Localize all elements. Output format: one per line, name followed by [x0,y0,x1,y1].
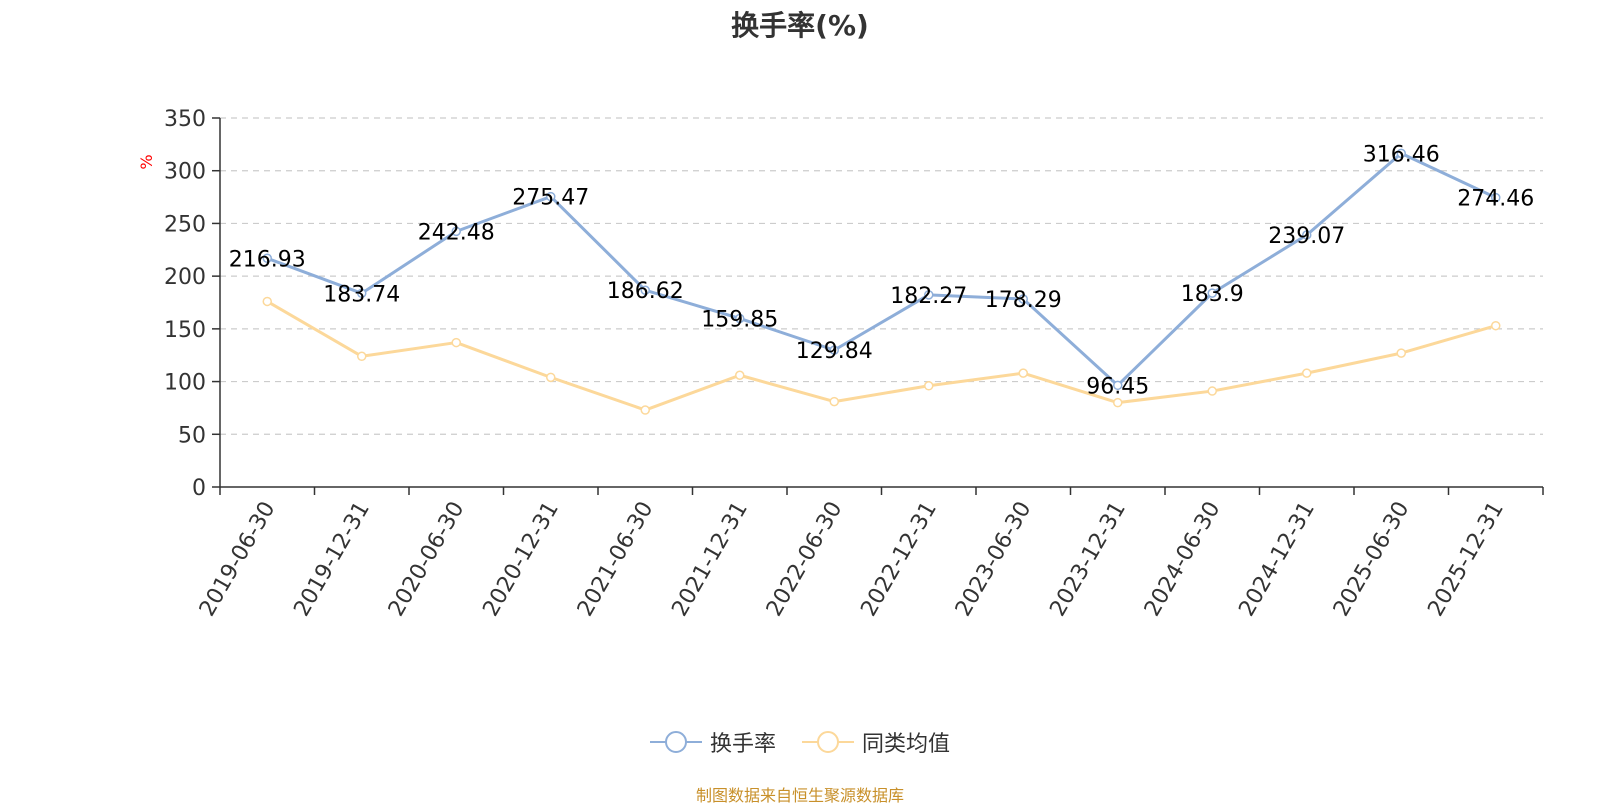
data-point [829,345,839,355]
y-tick-label: 250 [164,212,206,237]
data-label: 275.47 [512,186,589,211]
data-point [640,405,650,415]
data-label: 183.74 [323,282,400,307]
data-label: 239.07 [1268,224,1345,249]
source-note: 制图数据来自恒生聚源数据库 [695,786,904,805]
data-point [1396,348,1406,358]
data-point [640,285,650,295]
x-tick-label: 2019-12-31 [289,498,375,621]
data-label: 96.45 [1086,374,1149,399]
data-point [357,351,367,362]
data-point [1491,192,1501,203]
legend-label-peer-avg: 同类均值 [862,732,951,757]
data-point [451,337,461,348]
legend-line-circle-icon [802,731,854,753]
x-tick-label: 2025-06-30 [1329,498,1415,621]
x-tick-label: 2021-12-31 [667,498,753,621]
x-tick-label: 2024-12-31 [1234,498,1320,621]
data-point [262,296,272,307]
data-point [262,253,272,264]
legend-line-circle-icon [649,731,702,753]
series-line [266,151,1497,387]
data-label: 316.46 [1363,142,1440,167]
x-tick-label: 2025-12-31 [1423,498,1509,621]
data-point [829,396,839,407]
y-tick-label: 300 [164,160,206,185]
x-tick-label: 2022-12-31 [856,498,942,621]
legend: 换手率 同类均值 [0,726,1600,758]
x-tick-label: 2020-06-30 [384,498,470,621]
data-point [1113,380,1123,391]
data-point [735,313,745,324]
x-tick-label: 2019-06-30 [195,498,281,621]
data-point [735,370,745,380]
y-tick-label: 150 [164,318,206,343]
data-label: 274.46 [1457,187,1534,212]
data-label: 178.29 [985,288,1062,313]
gridlines [220,117,1543,435]
series [262,148,1501,415]
data-point [924,290,934,300]
y-tick-label: 200 [164,265,206,290]
data-point [1302,368,1312,378]
y-axis-unit-label: % [137,154,156,169]
legend-item-turnover[interactable]: 换手率 [649,726,776,758]
x-tick-label: 2020-12-31 [478,498,564,621]
legend-item-peer-avg[interactable]: 同类均值 [802,726,950,758]
x-tick-label: 2023-06-30 [951,498,1037,621]
data-point [924,381,934,391]
x-tick-label: 2022-06-30 [762,498,848,621]
data-point [1207,288,1217,298]
data-point [1018,294,1028,304]
data-point [1491,320,1501,331]
data-point [1113,397,1123,408]
data-point [546,372,556,383]
data-point [1018,368,1028,378]
data-point [1207,386,1217,396]
data-point [546,191,556,202]
data-labels: 216.93 183.74 242.48 275.47 186.62 159.85 129.… [229,142,1534,399]
data-point [357,288,367,299]
y-tick-label: 50 [178,423,206,448]
data-label: 183.9 [1181,282,1244,307]
data-label: 129.84 [796,339,873,364]
data-label: 242.48 [418,220,495,245]
x-tick-label: 2024-06-30 [1140,498,1226,621]
data-point [1302,230,1312,240]
chart-title: 换手率(%) [731,9,869,42]
y-tick-label: 100 [164,371,206,396]
y-tick-label: 350 [164,107,206,132]
data-point [1396,148,1406,159]
legend-label-turnover: 换手率 [709,732,776,757]
data-label: 182.27 [890,284,967,309]
y-tick-label: 0 [192,476,206,501]
series-line [266,300,1497,412]
data-point [451,226,461,237]
x-tick-label: 2023-12-31 [1045,498,1131,621]
data-label: 186.62 [607,279,684,304]
data-label: 159.85 [701,307,778,332]
data-label: 216.93 [229,247,306,272]
x-tick-label: 2021-06-30 [573,498,659,621]
